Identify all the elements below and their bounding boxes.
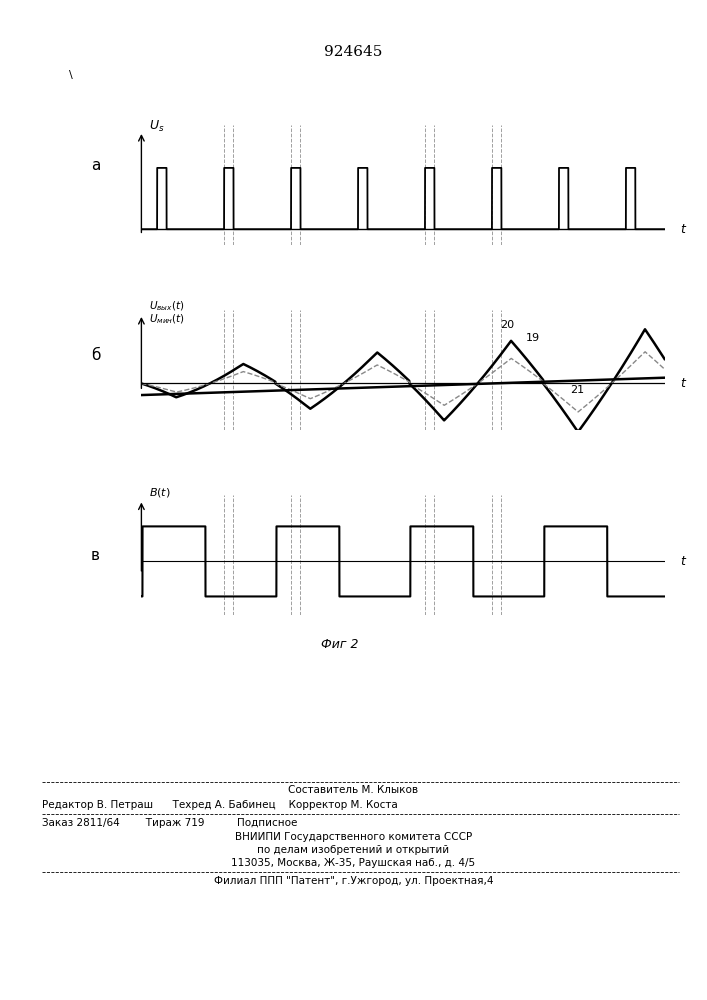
Text: 19: 19 bbox=[526, 333, 540, 343]
Text: 113035, Москва, Ж-35, Раушская наб., д. 4/5: 113035, Москва, Ж-35, Раушская наб., д. … bbox=[231, 858, 476, 868]
Text: 21: 21 bbox=[571, 385, 585, 395]
Text: t: t bbox=[680, 377, 685, 390]
Text: в: в bbox=[91, 548, 100, 562]
Text: $U_{вых}(t)$: $U_{вых}(t)$ bbox=[149, 300, 185, 313]
Text: t: t bbox=[680, 555, 685, 568]
Text: $U_{мин}(t)$: $U_{мин}(t)$ bbox=[149, 312, 185, 326]
Text: б: б bbox=[90, 349, 100, 363]
Text: Фиг 2: Фиг 2 bbox=[320, 638, 358, 651]
Text: \: \ bbox=[69, 70, 73, 80]
Text: a: a bbox=[90, 157, 100, 172]
Text: Заказ 2811/64        Тираж 719          Подписное: Заказ 2811/64 Тираж 719 Подписное bbox=[42, 818, 298, 828]
Text: $B(t)$: $B(t)$ bbox=[149, 486, 171, 499]
Text: Составитель М. Клыков: Составитель М. Клыков bbox=[288, 785, 419, 795]
Text: Редактор В. Петраш      Техред А. Бабинец    Корректор М. Коста: Редактор В. Петраш Техред А. Бабинец Кор… bbox=[42, 800, 398, 810]
Text: 924645: 924645 bbox=[325, 45, 382, 59]
Text: ВНИИПИ Государственного комитета СССР: ВНИИПИ Государственного комитета СССР bbox=[235, 832, 472, 842]
Text: t: t bbox=[680, 223, 685, 236]
Text: по делам изобретений и открытий: по делам изобретений и открытий bbox=[257, 845, 450, 855]
Text: Филиал ППП "Патент", г.Ужгород, ул. Проектная,4: Филиал ППП "Патент", г.Ужгород, ул. Прое… bbox=[214, 876, 493, 886]
Text: $U_s$: $U_s$ bbox=[149, 119, 165, 134]
Text: 20: 20 bbox=[500, 320, 514, 330]
